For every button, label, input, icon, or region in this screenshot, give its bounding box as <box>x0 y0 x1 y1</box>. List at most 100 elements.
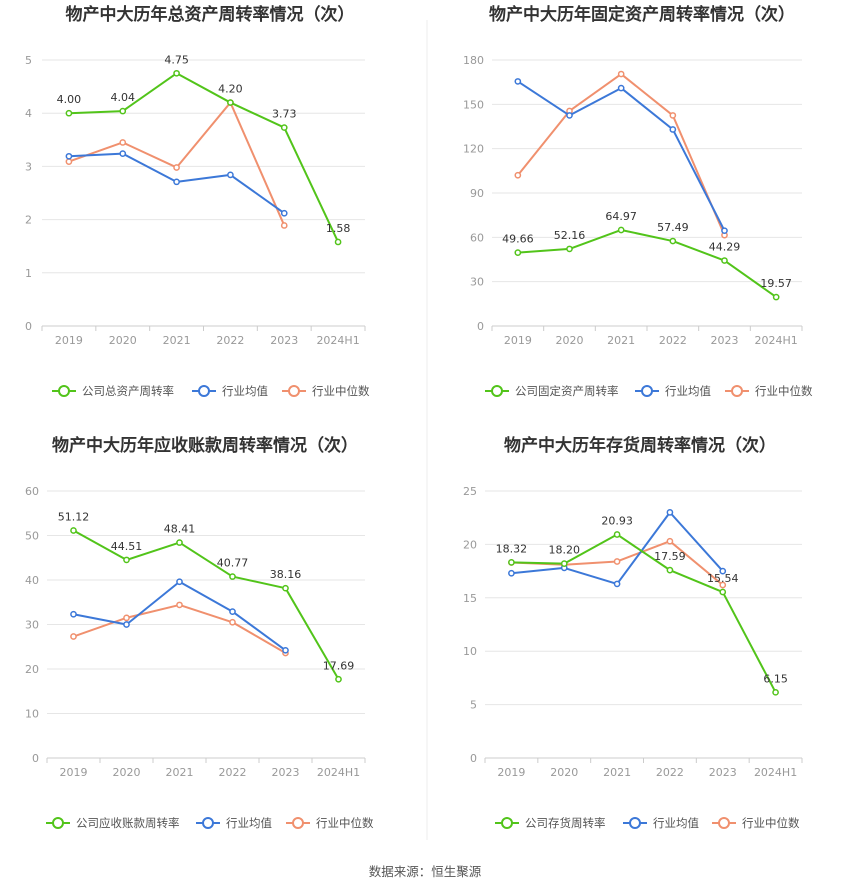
legend-label: 公司存货周转率 <box>525 816 606 830</box>
data-label: 18.32 <box>496 542 528 555</box>
series-line-2 <box>73 580 287 652</box>
data-label: 44.29 <box>709 241 741 254</box>
x-tick-label: 2022 <box>216 334 244 347</box>
y-tick-label: 25 <box>463 485 477 498</box>
data-label: 17.69 <box>323 659 355 672</box>
data-label: 19.57 <box>760 277 792 290</box>
legend-item-3[interactable]: 行业中位数 <box>282 384 370 398</box>
data-point <box>227 99 234 106</box>
legend-marker-icon <box>641 385 653 397</box>
legend-item-3[interactable]: 行业中位数 <box>725 384 813 398</box>
data-point <box>560 560 568 567</box>
legend-item-1[interactable]: 公司总资产周转率 <box>52 384 174 398</box>
data-point <box>282 584 289 592</box>
data-label: 6.15 <box>763 672 788 685</box>
legend-label: 行业均值 <box>665 384 711 398</box>
legend-label: 行业中位数 <box>312 384 370 398</box>
data-point <box>617 84 625 92</box>
data-point <box>508 558 515 566</box>
chart-title: 物产中大历年存货周转率情况（次） <box>504 435 776 456</box>
legend-marker-icon <box>288 385 300 397</box>
data-point <box>514 171 522 179</box>
data-point <box>119 150 127 157</box>
chart-3: 物产中大历年应收账款周转率情况（次） 0 10 20 30 40 50 60 2019 2020 2… <box>25 435 374 830</box>
x-tick-label: 2019 <box>60 766 88 779</box>
legend-item-3[interactable]: 行业中位数 <box>286 816 374 830</box>
data-point <box>173 164 180 171</box>
x-tick-label: 2019 <box>497 766 525 779</box>
legend-item-3[interactable]: 行业中位数 <box>712 816 800 830</box>
x-tick-label: 2023 <box>270 334 298 347</box>
chart-4: 物产中大历年存货周转率情况（次） 0 5 10 15 20 25 2019 2020 2021 20… <box>463 435 803 830</box>
data-label: 15.54 <box>707 572 739 585</box>
x-tick-label: 2024H1 <box>755 334 798 347</box>
x-tick-label: 2021 <box>166 766 194 779</box>
x-tick-label: 2019 <box>504 334 532 347</box>
data-point <box>70 633 77 640</box>
y-tick-label: 30 <box>25 619 39 632</box>
data-point <box>566 245 573 253</box>
data-point <box>65 158 73 165</box>
legend-item-2[interactable]: 行业均值 <box>623 816 699 830</box>
y-tick-label: 20 <box>463 538 477 551</box>
x-tick-label: 2024H1 <box>316 334 359 347</box>
x-tick-label: 2020 <box>556 334 584 347</box>
y-tick-label: 30 <box>470 276 484 289</box>
data-point <box>65 109 73 117</box>
legend-item-2[interactable]: 行业均值 <box>192 384 268 398</box>
series-line-1 <box>68 72 339 243</box>
data-point <box>719 588 727 596</box>
data-point <box>566 112 573 119</box>
legend-item-1[interactable]: 公司应收账款周转率 <box>46 816 180 830</box>
y-tick-label: 60 <box>470 231 484 244</box>
y-tick-label: 15 <box>463 592 477 605</box>
data-label: 52.16 <box>554 229 586 242</box>
y-tick-label: 20 <box>25 663 39 676</box>
data-label: 20.93 <box>601 514 633 527</box>
data-point <box>280 209 288 217</box>
data-point <box>229 608 236 615</box>
legend-item-2[interactable]: 行业均值 <box>196 816 272 830</box>
data-label: 38.16 <box>270 568 302 581</box>
data-point <box>123 556 130 564</box>
data-point <box>772 293 780 301</box>
x-tick-label: 2022 <box>656 766 684 779</box>
x-tick-label: 2022 <box>659 334 687 347</box>
data-point <box>282 646 289 654</box>
data-point <box>666 537 674 545</box>
legend-marker-icon <box>198 385 210 397</box>
data-point <box>176 578 183 586</box>
data-label: 18.20 <box>549 544 581 557</box>
data-point <box>334 238 342 246</box>
data-point <box>280 124 288 131</box>
y-tick-label: 2 <box>25 214 32 227</box>
x-tick-label: 2023 <box>711 334 739 347</box>
data-point <box>335 675 342 683</box>
y-tick-label: 90 <box>470 187 484 200</box>
y-tick-label: 0 <box>25 320 32 333</box>
y-tick-label: 120 <box>463 143 484 156</box>
x-tick-label: 2020 <box>109 334 137 347</box>
legend-item-1[interactable]: 公司存货周转率 <box>495 816 606 830</box>
legend-label: 行业均值 <box>226 816 272 830</box>
data-point <box>229 618 236 626</box>
data-point <box>613 531 621 538</box>
legend-marker-icon <box>52 817 64 829</box>
y-tick-label: 3 <box>25 160 32 173</box>
series-line-2 <box>517 80 726 232</box>
legend-label: 行业均值 <box>222 384 268 398</box>
data-label: 44.51 <box>111 540 143 553</box>
data-point <box>65 152 73 160</box>
chart-2: 物产中大历年固定资产周转率情况（次） 0 30 60 90 120 150 180 2019 20… <box>463 4 813 398</box>
x-tick-label: 2020 <box>113 766 141 779</box>
data-point <box>721 227 728 235</box>
legend-label: 行业中位数 <box>755 384 813 398</box>
legend-marker-icon <box>58 385 70 397</box>
legend-marker-icon <box>629 817 641 829</box>
legend-item-1[interactable]: 公司固定资产周转率 <box>485 384 619 398</box>
data-label: 48.41 <box>164 523 196 536</box>
data-label: 40.77 <box>217 557 249 570</box>
data-point <box>508 569 515 577</box>
chart-title: 物产中大历年应收账款周转率情况（次） <box>52 435 358 456</box>
legend-item-2[interactable]: 行业均值 <box>635 384 711 398</box>
